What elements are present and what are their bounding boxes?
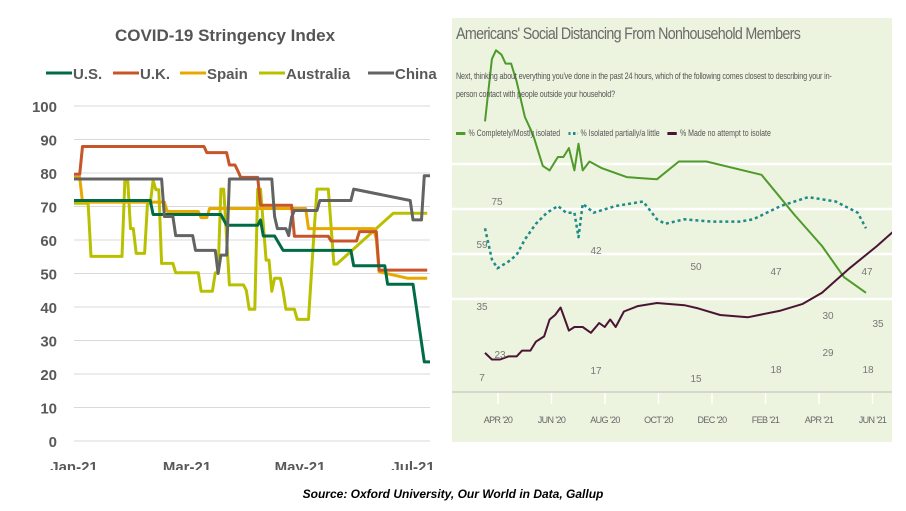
legend-swatch-solid-maroon-icon bbox=[667, 132, 677, 136]
legend-item-completely: % Completely/Mostly isolated bbox=[456, 128, 560, 138]
x-tick-label: OCT '20 bbox=[644, 415, 673, 425]
y-tick-label: 20 bbox=[40, 367, 57, 384]
legend-label-china: China bbox=[395, 66, 437, 83]
legend-swatch-solid-green-icon bbox=[456, 132, 466, 136]
series-line-china bbox=[74, 174, 430, 275]
data-label: 7 bbox=[479, 373, 485, 384]
data-label: 30 bbox=[822, 311, 834, 322]
y-tick-label: 0 bbox=[49, 434, 57, 451]
legend-item-no-attempt: % Made no attempt to isolate bbox=[667, 128, 771, 138]
x-tick-label: AUG '20 bbox=[590, 415, 620, 425]
y-tick-label: 100 bbox=[32, 99, 57, 116]
x-tick-label: DEC '20 bbox=[697, 415, 727, 425]
stringency-chart: COVID-19 Stringency Index U.S. U.K. Spain A… bbox=[0, 0, 450, 476]
x-tick-label: May-21 bbox=[275, 459, 326, 470]
legend-label-uk: U.K. bbox=[140, 66, 170, 83]
social-distancing-title: Americans' Social Distancing From Nonhou… bbox=[456, 24, 801, 43]
y-tick-label: 40 bbox=[40, 300, 57, 317]
series-line-australia bbox=[74, 178, 428, 321]
x-tick-label: APR '20 bbox=[484, 415, 513, 425]
series-line-us bbox=[74, 199, 430, 364]
data-label: 50 bbox=[690, 262, 702, 273]
social-distancing-subtitle: Next, thinking about everything you've d… bbox=[456, 71, 832, 100]
legend-label: % Isolated partially/a little bbox=[580, 128, 660, 138]
data-label: 23 bbox=[494, 350, 506, 361]
x-tick-label: Jul-21 bbox=[391, 459, 434, 470]
stringency-series bbox=[74, 145, 430, 364]
social-distancing-panel: APR '20 JUN '20 AUG '20 OCT '20 DEC '20 FEB '… bbox=[452, 18, 892, 442]
social-distancing-legend: % Completely/Mostly isolated % Isolated … bbox=[456, 128, 771, 138]
series-line-completely bbox=[484, 49, 867, 294]
stringency-x-axis: Jan-21 Mar-21 May-21 Jul-21 bbox=[50, 459, 434, 476]
data-label: 59 bbox=[476, 240, 488, 251]
stringency-y-axis: 0 10 20 30 40 50 60 70 80 90 100 bbox=[32, 99, 57, 451]
series-line-no_attempt bbox=[484, 231, 892, 361]
stringency-legend: U.S. U.K. Spain Australia China bbox=[46, 66, 437, 83]
data-label: 75 bbox=[491, 197, 503, 208]
social-distancing-series bbox=[483, 49, 892, 361]
x-tick-label: Jan-21 bbox=[50, 459, 98, 470]
data-label: 29 bbox=[822, 348, 834, 359]
legend-label-spain: Spain bbox=[207, 66, 248, 83]
data-label: 18 bbox=[862, 365, 874, 376]
y-tick-label: 50 bbox=[40, 267, 57, 284]
data-label: 42 bbox=[590, 246, 602, 257]
legend-label-australia: Australia bbox=[286, 66, 351, 83]
data-label: 35 bbox=[476, 302, 488, 313]
stringency-gridlines bbox=[74, 105, 430, 442]
x-tick-label: Mar-21 bbox=[163, 459, 211, 470]
x-tick-label: JUN '20 bbox=[538, 415, 566, 425]
source-note: Source: Oxford University, Our World in … bbox=[302, 487, 604, 501]
legend-item-partially: % Isolated partially/a little bbox=[567, 128, 660, 138]
x-tick-label: FEB '21 bbox=[752, 415, 780, 425]
social-distancing-chart-svg: APR '20 JUN '20 AUG '20 OCT '20 DEC '20 FEB '… bbox=[452, 49, 892, 425]
social-distancing-data-labels: 59 75 42 50 47 47 35 23 30 35 29 7 17 15 18 18 bbox=[476, 197, 884, 385]
x-tick-label: APR '21 bbox=[805, 415, 834, 425]
data-label: 47 bbox=[861, 267, 873, 278]
stringency-chart-title: COVID-19 Stringency Index bbox=[115, 26, 336, 45]
stringency-chart-svg: COVID-19 Stringency Index U.S. U.K. Spain A… bbox=[32, 26, 437, 476]
social-distancing-x-axis: APR '20 JUN '20 AUG '20 OCT '20 DEC '20 FEB '… bbox=[484, 393, 887, 425]
y-tick-label: 30 bbox=[40, 334, 57, 351]
y-tick-label: 90 bbox=[40, 133, 57, 150]
social-distancing-gridlines bbox=[452, 162, 892, 393]
legend-label: % Completely/Mostly isolated bbox=[468, 128, 561, 138]
series-line-uk bbox=[74, 145, 428, 272]
data-label: 18 bbox=[770, 365, 782, 376]
y-tick-label: 10 bbox=[40, 401, 57, 418]
legend-label: % Made no attempt to isolate bbox=[679, 128, 771, 138]
data-label: 15 bbox=[690, 374, 702, 385]
data-label: 35 bbox=[872, 319, 884, 330]
data-label: 17 bbox=[590, 366, 602, 377]
data-label: 47 bbox=[770, 267, 782, 278]
x-tick-label: JUN '21 bbox=[859, 415, 887, 425]
y-tick-label: 70 bbox=[40, 200, 57, 217]
series-line-partially bbox=[483, 195, 868, 270]
y-tick-label: 80 bbox=[40, 166, 57, 183]
legend-swatch-dotted-teal-icon bbox=[567, 132, 578, 136]
legend-label-us: U.S. bbox=[73, 66, 102, 83]
y-tick-label: 60 bbox=[40, 233, 57, 250]
